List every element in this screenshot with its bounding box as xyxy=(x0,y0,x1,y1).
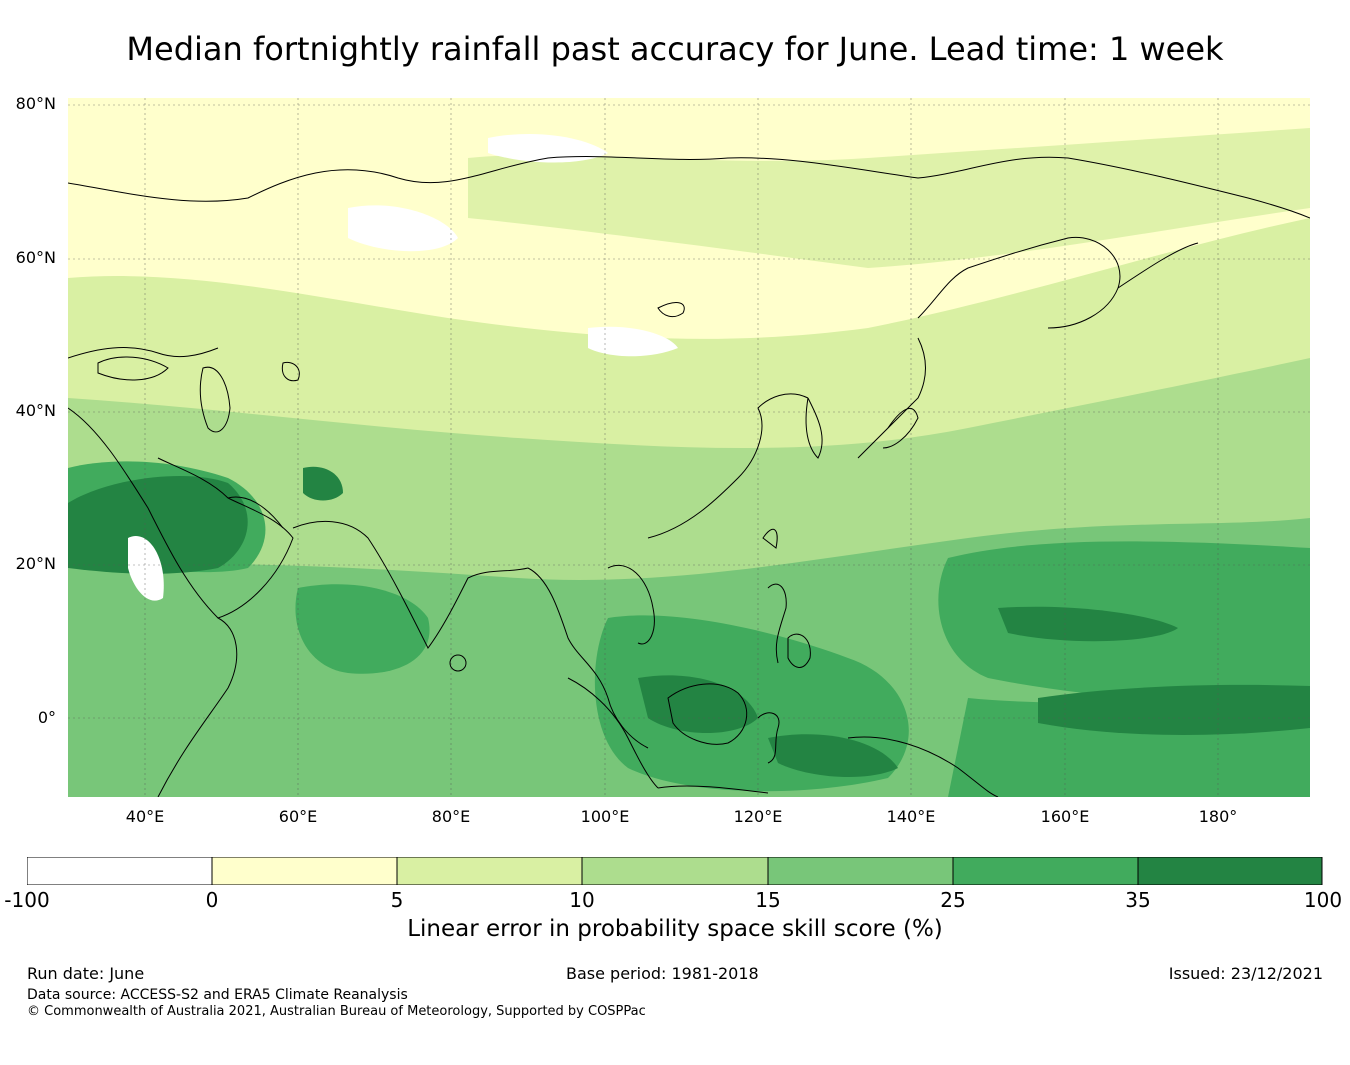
skill-band-5-10-north xyxy=(468,128,1310,268)
skill-band-35-100 xyxy=(303,466,343,501)
lat-tick-label: 80°N xyxy=(15,94,56,113)
colorbar-tick-label: 5 xyxy=(390,888,404,912)
skill-band-35-100 xyxy=(68,475,248,574)
issued-date: Issued: 23/12/2021 xyxy=(1168,964,1323,983)
colorbar-segment xyxy=(211,857,398,885)
map-title: Median fortnightly rainfall past accurac… xyxy=(126,30,1224,68)
data-source: Data source: ACCESS-S2 and ERA5 Climate … xyxy=(27,987,408,1003)
base-period: Base period: 1981-2018 xyxy=(566,964,759,983)
lat-tick-label: 20°N xyxy=(15,554,56,573)
skill-score-map xyxy=(68,98,1310,797)
graticule xyxy=(68,98,1310,797)
lat-tick-label: 0° xyxy=(37,708,56,727)
skill-band-35-100 xyxy=(1038,684,1310,735)
copyright-notice: © Commonwealth of Australia 2021, Austra… xyxy=(27,1004,646,1019)
colorbar-tick-label: 0 xyxy=(205,888,219,912)
skill-band-35-100 xyxy=(998,606,1178,642)
colorbar-segment xyxy=(581,857,769,885)
skill-band-35-100 xyxy=(768,734,898,778)
coastlines xyxy=(68,156,1310,797)
lon-tick-label: 120°E xyxy=(733,807,783,826)
run-date: Run date: June xyxy=(27,964,145,983)
colorbar-tick-label: -100 xyxy=(4,888,50,912)
colorbar-segment xyxy=(952,857,1139,885)
colorbar-label: Linear error in probability space skill … xyxy=(407,916,943,942)
skill-band-negative xyxy=(588,326,678,357)
colorbar xyxy=(27,857,1323,885)
colorbar-segment xyxy=(767,857,954,885)
lon-tick-label: 140°E xyxy=(886,807,936,826)
lon-tick-label: 180° xyxy=(1198,807,1238,826)
colorbar-segment xyxy=(1137,857,1323,885)
lon-tick-label: 60°E xyxy=(278,807,318,826)
colorbar-segment xyxy=(27,857,213,885)
lon-tick-label: 80°E xyxy=(431,807,471,826)
skill-band-negative xyxy=(348,205,458,252)
colorbar-tick-label: 15 xyxy=(755,888,781,912)
colorbar-tick-label: 10 xyxy=(569,888,595,912)
lon-tick-label: 40°E xyxy=(125,807,165,826)
colorbar-tick-label: 100 xyxy=(1303,888,1343,912)
skill-band-negative xyxy=(488,133,608,163)
lat-tick-label: 60°N xyxy=(15,248,56,267)
skill-band-35-100 xyxy=(638,675,758,733)
colorbar-tick-label: 35 xyxy=(1125,888,1151,912)
lat-tick-label: 40°N xyxy=(15,401,56,420)
colorbar-tick-label: 25 xyxy=(940,888,966,912)
skill-band-negative xyxy=(128,536,164,601)
skill-band-25-35 xyxy=(295,584,430,674)
lon-tick-label: 100°E xyxy=(580,807,630,826)
lon-tick-label: 160°E xyxy=(1040,807,1090,826)
colorbar-segment xyxy=(396,857,583,885)
